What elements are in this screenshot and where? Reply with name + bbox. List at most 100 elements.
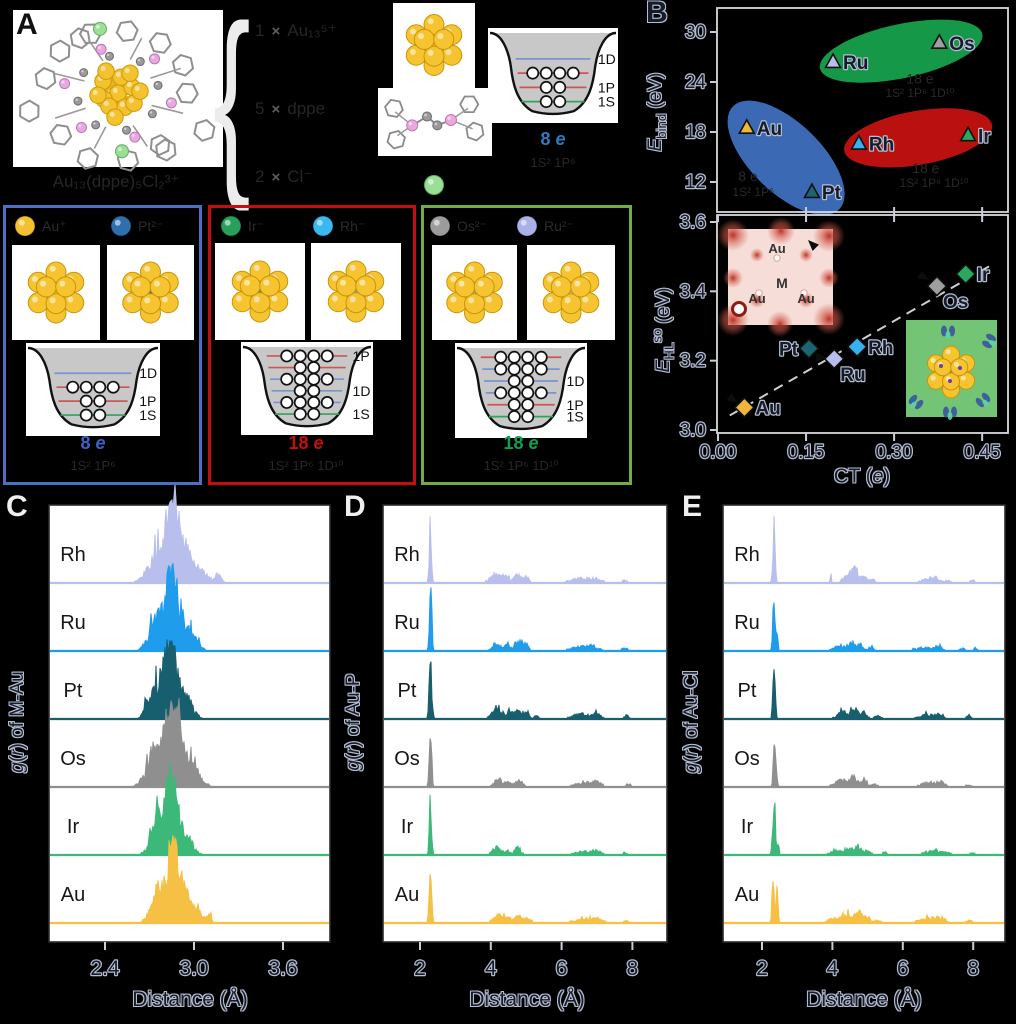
inset-atom-label: Au <box>748 291 765 306</box>
trace-label-Os: Os <box>394 748 420 770</box>
faint-annotation: 1S² 1P⁶ 1D¹⁰ <box>885 86 954 100</box>
cluster-icon <box>542 261 600 324</box>
trace-label-Rh: Rh <box>60 544 86 566</box>
well-level-label: 1S <box>139 407 156 423</box>
cluster-icon <box>231 260 289 323</box>
trace-label-Au: Au <box>61 884 85 906</box>
inset-atom-label: Au <box>768 241 785 256</box>
inset-atom-label: Au <box>797 291 814 306</box>
trace-label-Rh: Rh <box>734 544 760 566</box>
y-tick-label: 3.0 <box>680 420 706 441</box>
point-label: Au <box>755 398 780 419</box>
cluster-icon <box>446 261 503 324</box>
group-ellipse <box>844 108 993 168</box>
trace-label-Ru: Ru <box>394 612 420 634</box>
y-tick-label: 12 <box>685 172 706 193</box>
point-label: Rh <box>868 338 893 359</box>
well-level-label: 1P <box>139 393 156 409</box>
x-tick-label: 8 <box>967 957 979 980</box>
y-tick-label: 18 <box>685 122 706 143</box>
point-Au: Au <box>733 396 782 421</box>
point-label: Os <box>949 34 974 55</box>
x-tick-label: 2 <box>756 957 768 980</box>
cluster-icon <box>122 261 179 324</box>
dppe-ligand-icon <box>378 88 492 156</box>
y-tick-label: 3.4 <box>680 281 707 302</box>
point-Ir: Ir <box>955 263 991 287</box>
point-Ru: Ru <box>823 348 867 387</box>
group-ellipse <box>727 100 845 216</box>
well-level-label: 1S <box>567 409 584 425</box>
box-18e-green <box>421 205 632 485</box>
panel-d-chart: Rh Ru Pt Os Ir Au 2 4 6 8 <box>382 504 668 981</box>
point-label: Pt <box>822 183 842 204</box>
point-label: Ir <box>977 265 990 286</box>
well-level-label: 1P <box>598 79 615 95</box>
point-Au: Au <box>738 118 783 141</box>
faint-annotation: 1S² 1P⁶ 1D¹⁰ <box>899 176 968 190</box>
trace-label-Ir: Ir <box>401 816 414 838</box>
x-tick-label: 4 <box>827 957 839 980</box>
y-tick-label: 24 <box>685 72 707 93</box>
trace-label-Ir: Ir <box>741 816 754 838</box>
cluster-icon <box>926 345 976 399</box>
box-8e-blue <box>3 205 202 485</box>
well-level-label: 1D <box>567 373 585 389</box>
faint-annotation: 1S² 1P⁶ <box>732 185 774 199</box>
panel-a-middle <box>378 3 492 195</box>
trace-label-Ru: Ru <box>734 612 760 634</box>
faint-annotation: 8 e <box>738 168 758 184</box>
inset-density-map-red: Au M Au Au <box>717 217 845 337</box>
y-tick-label: 3.6 <box>680 212 706 233</box>
well-level-label: 1P <box>567 397 584 413</box>
x-tick-label: 3.6 <box>268 957 297 980</box>
point-Os: Os <box>926 275 970 314</box>
trace-label-Ir: Ir <box>67 816 80 838</box>
trace-label-Pt: Pt <box>738 680 757 702</box>
group-ellipse <box>819 19 983 83</box>
point-Pt: Pt <box>803 182 843 205</box>
faint-annotation: 18 e <box>912 160 939 176</box>
point-label: Au <box>757 119 782 140</box>
x-tick-label: 0.30 <box>876 442 913 463</box>
well-level-label: 1S <box>353 406 370 422</box>
point-label: Pt <box>779 340 799 361</box>
point-label: Ru <box>843 53 868 74</box>
well-red-18e: 1P 1D 1S <box>241 342 373 435</box>
trace-label-Au: Au <box>395 884 419 906</box>
point-Ru: Ru <box>824 52 870 75</box>
inset-density-map-green <box>906 320 997 420</box>
faint-annotation: 18 e <box>906 71 933 87</box>
point-label: Ru <box>840 365 865 386</box>
point-Rh: Rh <box>846 336 895 360</box>
x-tick-label: 0.00 <box>700 442 737 463</box>
cluster-icon <box>405 14 463 76</box>
well-level-label: 1P <box>353 348 370 364</box>
point-label: Rh <box>869 135 894 156</box>
point-Pt: Pt <box>778 337 820 362</box>
well-level-label: 1D <box>353 383 371 399</box>
panel-e-chart: Rh Ru Pt Os Ir Au 2 4 6 8 <box>722 504 1006 981</box>
x-tick-label: 6 <box>897 957 909 980</box>
inset-atom-label: M <box>776 275 788 291</box>
cluster-icon <box>327 260 385 323</box>
trace-label-Pt: Pt <box>64 680 83 702</box>
x-tick-label: 4 <box>485 957 497 980</box>
trace-label-Pt: Pt <box>398 680 417 702</box>
trace-label-Os: Os <box>734 748 760 770</box>
cluster-icon <box>27 261 85 324</box>
x-tick-label: 8 <box>627 957 639 980</box>
trace-label-Au: Au <box>735 884 759 906</box>
well-level-label: 1D <box>139 365 157 381</box>
trace-label-Rh: Rh <box>394 544 420 566</box>
x-tick-label: 2.4 <box>90 957 120 980</box>
point-Ir: Ir <box>959 125 993 149</box>
box-18e-red <box>208 205 416 485</box>
trace-label-Ru: Ru <box>60 612 86 634</box>
